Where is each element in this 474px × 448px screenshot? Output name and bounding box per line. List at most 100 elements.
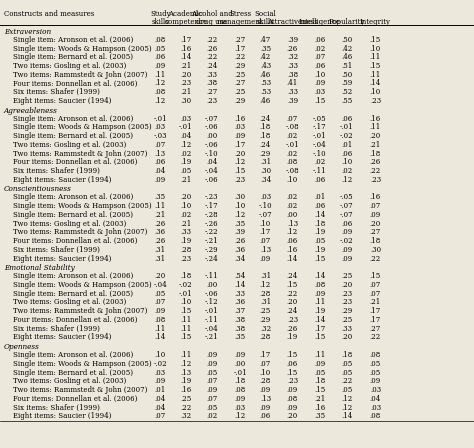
Text: -.11: -.11 [313, 167, 326, 175]
Text: .18: .18 [260, 123, 271, 131]
Text: .16: .16 [235, 115, 246, 123]
Text: Single item: Bernard et al. (2005): Single item: Bernard et al. (2005) [13, 290, 133, 298]
Text: -.07: -.07 [259, 211, 272, 219]
Text: -.26: -.26 [205, 220, 219, 228]
Text: .39: .39 [287, 36, 298, 44]
Text: .25: .25 [341, 272, 353, 280]
Text: .15: .15 [314, 97, 325, 105]
Text: .22: .22 [341, 377, 353, 385]
Text: .26: .26 [155, 220, 166, 228]
Text: .15: .15 [287, 369, 298, 377]
Text: -.05: -.05 [313, 115, 326, 123]
Text: .42: .42 [341, 44, 353, 52]
Text: .27: .27 [235, 79, 246, 87]
Text: .25: .25 [235, 88, 246, 96]
Text: Two items: Rammstedt & John (2007): Two items: Rammstedt & John (2007) [13, 150, 147, 158]
Text: .09: .09 [206, 351, 218, 359]
Text: .06: .06 [314, 36, 325, 44]
Text: -.22: -.22 [205, 228, 219, 237]
Text: .21: .21 [180, 220, 191, 228]
Text: .09: .09 [206, 386, 218, 394]
Text: .16: .16 [180, 44, 191, 52]
Text: .15: .15 [314, 254, 325, 263]
Text: .02: .02 [341, 167, 353, 175]
Text: Constructs and measures: Constructs and measures [4, 10, 94, 18]
Text: .10: .10 [370, 88, 381, 96]
Text: .14: .14 [341, 412, 353, 420]
Text: .20: .20 [341, 281, 353, 289]
Text: .10: .10 [341, 158, 353, 166]
Text: .07: .07 [370, 290, 381, 298]
Text: -.06: -.06 [205, 141, 219, 149]
Text: .19: .19 [180, 158, 191, 166]
Text: .09: .09 [370, 211, 381, 219]
Text: .21: .21 [180, 88, 191, 96]
Text: .02: .02 [206, 412, 218, 420]
Text: .15: .15 [287, 351, 298, 359]
Text: drug use: drug use [196, 18, 228, 26]
Text: -.10: -.10 [259, 202, 272, 210]
Text: .05: .05 [370, 360, 381, 368]
Text: Two items: Gosling et al. (2003): Two items: Gosling et al. (2003) [13, 220, 127, 228]
Text: .09: .09 [206, 360, 218, 368]
Text: .14: .14 [314, 272, 325, 280]
Text: .09: .09 [235, 132, 246, 140]
Text: .14: .14 [314, 211, 325, 219]
Text: .15: .15 [314, 386, 325, 394]
Text: Eight items: Saucier (1994): Eight items: Saucier (1994) [13, 176, 112, 184]
Text: .18: .18 [260, 132, 271, 140]
Text: .21: .21 [370, 141, 381, 149]
Text: Single item: Bernard et al. (2005): Single item: Bernard et al. (2005) [13, 53, 133, 61]
Text: Single item: Aronson et al. (2006): Single item: Aronson et al. (2006) [13, 36, 134, 44]
Text: .03: .03 [370, 386, 381, 394]
Text: .25: .25 [235, 71, 246, 79]
Text: .25: .25 [341, 316, 353, 324]
Text: .20: .20 [287, 298, 298, 306]
Text: .38: .38 [206, 79, 218, 87]
Text: -.06: -.06 [205, 123, 219, 131]
Text: .04: .04 [370, 395, 381, 403]
Text: .16: .16 [180, 386, 191, 394]
Text: .09: .09 [155, 176, 166, 184]
Text: .31: .31 [260, 272, 271, 280]
Text: .11: .11 [370, 71, 381, 79]
Text: -.21: -.21 [205, 237, 219, 245]
Text: .09: .09 [341, 254, 353, 263]
Text: .07: .07 [206, 395, 218, 403]
Text: .05: .05 [341, 369, 353, 377]
Text: .15: .15 [235, 167, 246, 175]
Text: .05: .05 [155, 44, 166, 52]
Text: .34: .34 [260, 176, 271, 184]
Text: Agreeableness: Agreeableness [4, 107, 58, 115]
Text: .06: .06 [287, 237, 298, 245]
Text: .09: .09 [287, 404, 298, 412]
Text: .38: .38 [235, 325, 246, 333]
Text: -.10: -.10 [205, 150, 219, 158]
Text: .24: .24 [287, 307, 298, 315]
Text: .31: .31 [260, 298, 271, 306]
Text: .08: .08 [155, 36, 166, 44]
Text: .15: .15 [370, 272, 381, 280]
Text: .18: .18 [314, 220, 325, 228]
Text: Two items: Gosling et al. (2003): Two items: Gosling et al. (2003) [13, 141, 127, 149]
Text: .30: .30 [260, 167, 271, 175]
Text: .10: .10 [235, 202, 246, 210]
Text: .09: .09 [260, 254, 271, 263]
Text: -.01: -.01 [205, 307, 219, 315]
Text: .35: .35 [155, 194, 166, 202]
Text: -.01: -.01 [313, 132, 326, 140]
Text: .11: .11 [155, 71, 166, 79]
Text: .10: .10 [314, 71, 325, 79]
Text: -.02: -.02 [154, 360, 167, 368]
Text: Four items: Donnellan et al. (2006): Four items: Donnellan et al. (2006) [13, 395, 137, 403]
Text: Single item: Aronson et al. (2006): Single item: Aronson et al. (2006) [13, 272, 134, 280]
Text: .06: .06 [314, 176, 325, 184]
Text: .03: .03 [260, 194, 271, 202]
Text: Eight items: Saucier (1994): Eight items: Saucier (1994) [13, 333, 112, 341]
Text: .00: .00 [206, 132, 218, 140]
Text: .06: .06 [155, 53, 166, 61]
Text: .09: .09 [287, 386, 298, 394]
Text: .17: .17 [260, 351, 271, 359]
Text: .09: .09 [260, 404, 271, 412]
Text: .03: .03 [180, 115, 191, 123]
